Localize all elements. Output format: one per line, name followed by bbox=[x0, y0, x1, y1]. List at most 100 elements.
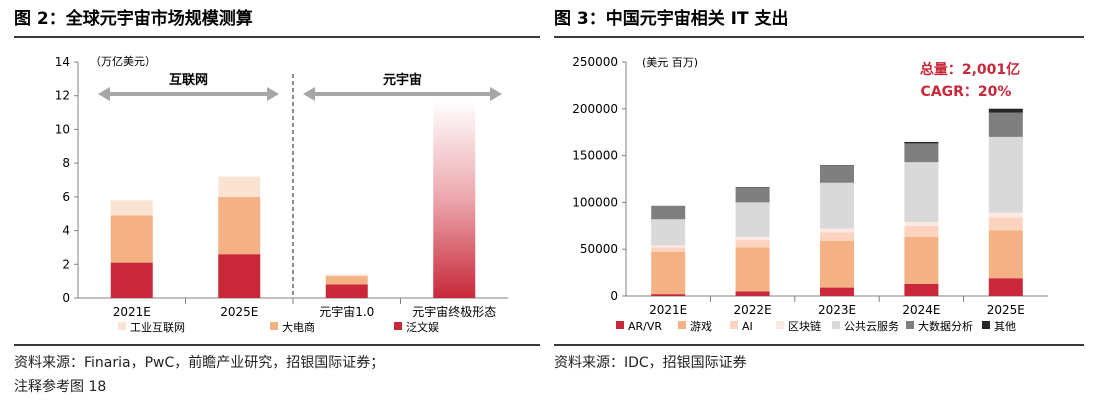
x-tick-label: 2025E bbox=[987, 303, 1025, 317]
legend-swatch bbox=[776, 321, 784, 329]
arrow-head-left bbox=[303, 87, 315, 101]
bar-segment bbox=[904, 162, 939, 223]
y-tick-label: 0 bbox=[62, 291, 70, 305]
bar-segment bbox=[820, 182, 854, 229]
internet-arrow bbox=[98, 87, 279, 101]
bar-segment bbox=[988, 278, 1023, 296]
y-tick-label: 12 bbox=[55, 89, 70, 103]
y-tick-label: 2 bbox=[62, 257, 70, 271]
x-tick-label: 2022E bbox=[734, 303, 772, 317]
group-label-internet: 互联网 bbox=[169, 73, 208, 88]
bar-segment bbox=[651, 247, 686, 253]
bar-segment bbox=[820, 165, 854, 183]
bar-segment bbox=[988, 108, 1023, 113]
bar-segment bbox=[110, 200, 153, 216]
x-tick-label: 元宇宙终极形态 bbox=[412, 304, 496, 319]
x-tick-label: 2023E bbox=[818, 303, 856, 317]
bar-segment bbox=[651, 219, 686, 246]
legend-swatch bbox=[832, 321, 840, 329]
legend-label: 其他 bbox=[994, 320, 1016, 333]
legend-swatch bbox=[982, 321, 990, 329]
x-tick-label: 2025E bbox=[220, 305, 258, 319]
bar-segment bbox=[735, 291, 770, 296]
bar-segment bbox=[904, 225, 939, 238]
right-title-rule bbox=[554, 36, 1084, 38]
legend-label: 大电商 bbox=[282, 320, 315, 334]
bar-segment bbox=[325, 276, 368, 285]
arrow-head-right bbox=[267, 87, 279, 101]
bar-segment bbox=[218, 176, 261, 197]
bar-segment bbox=[820, 228, 854, 233]
legend-label: 游戏 bbox=[690, 320, 712, 333]
y-tick-label: 10 bbox=[55, 122, 70, 136]
bar-segment bbox=[904, 222, 939, 226]
x-tick-label: 元宇宙1.0 bbox=[319, 304, 374, 319]
bar-segment bbox=[325, 284, 368, 298]
bar-segment bbox=[651, 252, 686, 295]
legend-swatch bbox=[118, 322, 126, 330]
bar-segment bbox=[988, 112, 1023, 137]
bar-segment bbox=[735, 202, 770, 238]
legend-swatch bbox=[270, 322, 278, 330]
bar-segment bbox=[988, 212, 1023, 218]
bar-segment bbox=[988, 217, 1023, 231]
x-tick-label: 2024E bbox=[902, 303, 940, 317]
bar-segment bbox=[820, 240, 854, 288]
bar-segment bbox=[735, 247, 770, 292]
left-note: 注释参考图 18 bbox=[14, 379, 107, 395]
legend-label: 泛文娱 bbox=[406, 320, 439, 334]
y-tick-label: 150000 bbox=[572, 149, 618, 163]
unit-label: （万亿美元） bbox=[90, 55, 156, 68]
right-bottom-rule bbox=[554, 344, 1084, 346]
bar-segment bbox=[820, 165, 854, 166]
metaverse-arrow bbox=[303, 87, 502, 101]
legend-label: 区块链 bbox=[788, 319, 821, 333]
y-tick-label: 250000 bbox=[572, 55, 618, 69]
unit-label: (美元 百万) bbox=[642, 56, 698, 69]
legend-swatch bbox=[730, 321, 738, 329]
legend-swatch bbox=[678, 321, 686, 329]
group-label-metaverse: 元宇宙 bbox=[383, 72, 422, 88]
left-title-rule bbox=[14, 36, 540, 38]
bar-segment bbox=[820, 232, 854, 241]
left-chart-title: 图 2：全球元宇宙市场规模测算 bbox=[14, 9, 253, 29]
right-chart-title: 图 3：中国元宇宙相关 IT 支出 bbox=[554, 9, 789, 29]
y-tick-label: 200000 bbox=[572, 102, 618, 116]
bar-segment bbox=[904, 141, 939, 144]
right-panel: 图 3：中国元宇宙相关 IT 支出 0 50000 100000 150000 2000… bbox=[554, 0, 1084, 419]
y-tick-label: 100000 bbox=[572, 195, 618, 209]
left-bottom-rule bbox=[14, 344, 540, 346]
bar-segment bbox=[110, 215, 153, 263]
bar-segment bbox=[904, 143, 939, 163]
right-source: 资料来源：IDC，招银国际证券 bbox=[554, 355, 747, 371]
bar-segment bbox=[110, 262, 153, 298]
y-tick-label: 6 bbox=[62, 190, 70, 204]
legend-label: 公共云服务 bbox=[844, 320, 899, 333]
cagr-annotation: CAGR：20% bbox=[921, 84, 1012, 100]
bar-segment bbox=[218, 196, 261, 255]
legend-swatch bbox=[394, 322, 402, 330]
x-tick-label: 2021E bbox=[649, 303, 687, 317]
left-chart: 0 2 4 6 8 10 12 14 （万亿美元） 2021E 2025E 元宇宙1.0 元宇宙终极形态… bbox=[55, 55, 508, 334]
y-tick-label: 4 bbox=[62, 224, 70, 238]
gradient-bar bbox=[433, 100, 476, 298]
y-tick-label: 0 bbox=[610, 289, 618, 303]
y-tick-label: 8 bbox=[62, 156, 70, 170]
legend-label: AI bbox=[742, 320, 753, 333]
arrow-head-right bbox=[490, 87, 502, 101]
right-chart: 0 50000 100000 150000 200000 250000 (美元 百万) 202… bbox=[572, 55, 1048, 333]
bar-segment bbox=[735, 239, 770, 248]
y-tick-label: 14 bbox=[55, 55, 70, 69]
left-panel: 图 2：全球元宇宙市场规模测算 0 2 4 6 8 10 12 14 （万亿美元） 2021E 20… bbox=[14, 0, 540, 419]
bar-segment bbox=[904, 283, 939, 296]
bar-segment bbox=[218, 254, 261, 298]
bar-segment bbox=[735, 237, 770, 240]
legend-swatch bbox=[616, 321, 624, 329]
legend-label: 大数据分析 bbox=[918, 319, 973, 333]
bar-segment bbox=[651, 206, 686, 220]
total-annotation: 总量：2,001亿 bbox=[920, 61, 1020, 78]
bar-segment bbox=[988, 136, 1023, 213]
x-tick-label: 2021E bbox=[113, 305, 151, 319]
bar-segment bbox=[651, 245, 686, 248]
bar-segment bbox=[735, 187, 770, 203]
